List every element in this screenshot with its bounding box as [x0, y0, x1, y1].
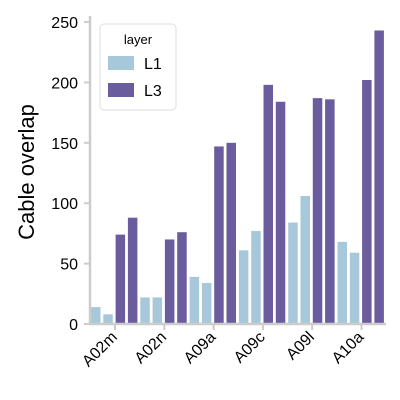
bar-a02m-l1-2	[103, 314, 113, 324]
legend-swatch-l1	[108, 56, 134, 70]
x-tick-label: A02m	[79, 329, 121, 371]
bar-a09c-l3-1	[263, 84, 273, 324]
x-ticks: A02m A02n A09a A09c A09l A10a	[79, 324, 367, 370]
bar-a02n-l3-1	[164, 239, 175, 324]
legend-label-l1: L1	[144, 56, 162, 73]
bar-a09l-l3-1	[312, 98, 323, 324]
axes-layer	[88, 16, 386, 326]
x-tick-label: A09a	[181, 329, 220, 368]
bar-a09l-l1-2	[300, 195, 310, 324]
y-axis-label: Cable overlap	[14, 104, 39, 240]
y-ticks: 0 50 100 150 200 250	[51, 15, 90, 334]
bar-a09a-l1-1	[189, 276, 200, 324]
y-tick-label: 200	[51, 75, 78, 92]
x-tick-label: A09l	[283, 329, 318, 364]
y-tick-label: 250	[51, 15, 78, 32]
y-tick-label: 150	[51, 136, 78, 153]
y-tick-label: 50	[60, 257, 78, 274]
y-tick-label: 0	[69, 317, 78, 334]
bars-layer	[91, 30, 384, 325]
bar-a02m-l1-1	[91, 307, 101, 324]
bar-a02n-l3-2	[177, 232, 187, 324]
bar-a10a-l1-1	[337, 241, 347, 324]
legend-title: layer	[124, 32, 153, 47]
x-tick-label: A10a	[329, 329, 368, 368]
x-tick-label: A09c	[231, 329, 269, 367]
bar-a02n-l1-1	[140, 297, 150, 324]
bar-a02m-l3-1	[115, 234, 126, 324]
bar-a10a-l1-2	[349, 252, 360, 324]
bar-a02n-l1-2	[152, 297, 163, 324]
bar-a09c-l1-1	[238, 250, 249, 324]
bar-a09l-l1-1	[288, 222, 298, 324]
bar-a02m-l3-2	[127, 217, 138, 324]
bar-a09c-l1-2	[251, 230, 261, 324]
bar-a10a-l3-1	[362, 80, 372, 324]
legend: layer L1 L3	[99, 23, 177, 111]
bar-a09l-l3-2	[325, 99, 335, 324]
x-tick-label: A02n	[132, 329, 170, 367]
y-tick-label: 100	[51, 196, 78, 213]
legend-label-l3: L3	[144, 83, 162, 100]
bar-a10a-l3-2	[374, 30, 384, 325]
legend-swatch-l3	[108, 83, 134, 97]
bar-a09c-l3-2	[275, 101, 286, 324]
bar-a09a-l3-1	[214, 146, 224, 324]
bar-a09a-l1-2	[201, 282, 212, 324]
bar-a09a-l3-2	[226, 142, 236, 324]
